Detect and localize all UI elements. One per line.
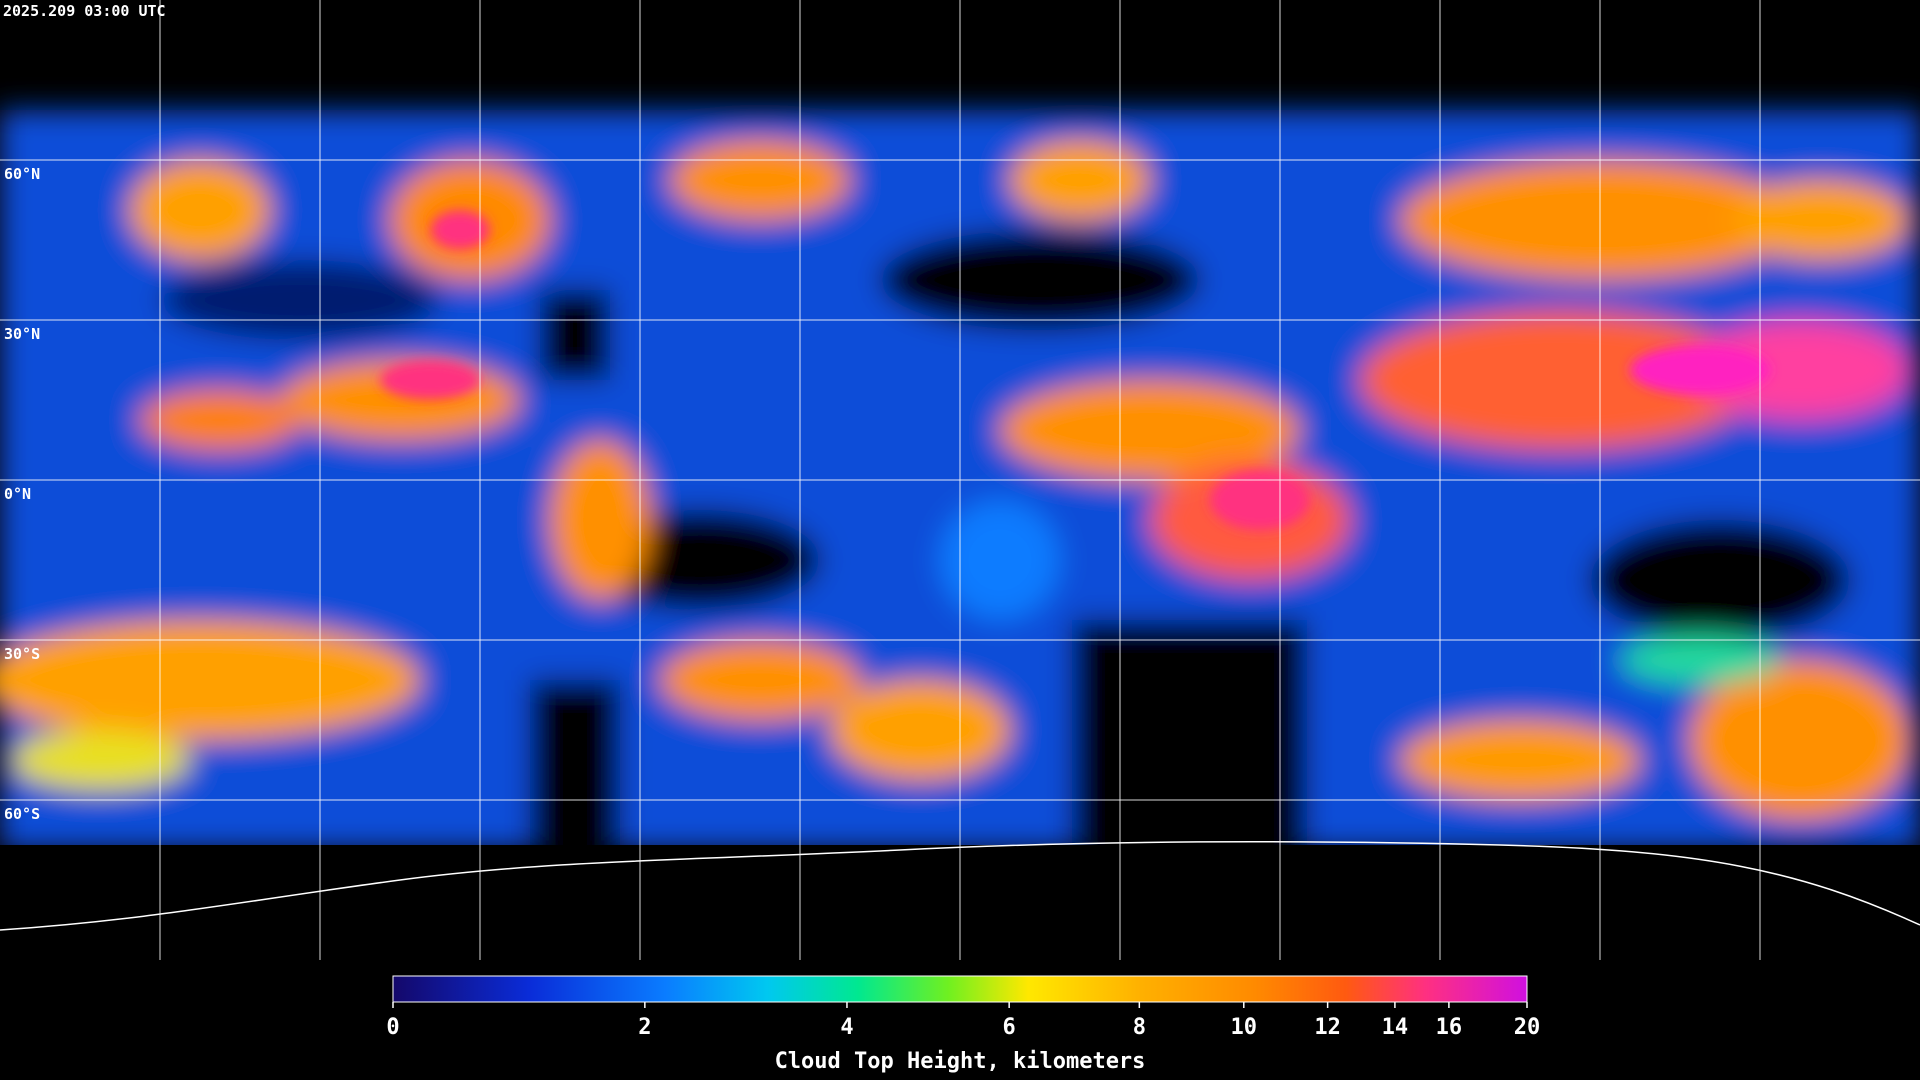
- colorbar-tick-label: 14: [1382, 1015, 1409, 1040]
- latitude-label: 30°N: [4, 325, 40, 343]
- colorbar-tick-label: 8: [1133, 1015, 1146, 1040]
- latitude-label: 60°S: [4, 805, 40, 823]
- colorbar-tick-label: 4: [840, 1015, 853, 1040]
- latitude-label: 30°S: [4, 645, 40, 663]
- latitude-label: 0°N: [4, 485, 31, 503]
- latitude-label: 60°N: [4, 165, 40, 183]
- colorbar-tick-label: 10: [1231, 1015, 1258, 1040]
- colorbar-tick-label: 2: [638, 1015, 651, 1040]
- colorbar-label: Cloud Top Height, kilometers: [775, 1049, 1146, 1074]
- colorbar-tick-label: 0: [386, 1015, 399, 1040]
- colorbar-tick-label: 12: [1314, 1015, 1341, 1040]
- timestamp: 2025.209 03:00 UTC: [3, 2, 166, 20]
- colorbar: [392, 975, 1528, 1003]
- colorbar-tick-label: 20: [1514, 1015, 1541, 1040]
- graticule: [0, 0, 1920, 960]
- colorbar-tick-label: 16: [1436, 1015, 1463, 1040]
- colorbar-tick-label: 6: [1003, 1015, 1016, 1040]
